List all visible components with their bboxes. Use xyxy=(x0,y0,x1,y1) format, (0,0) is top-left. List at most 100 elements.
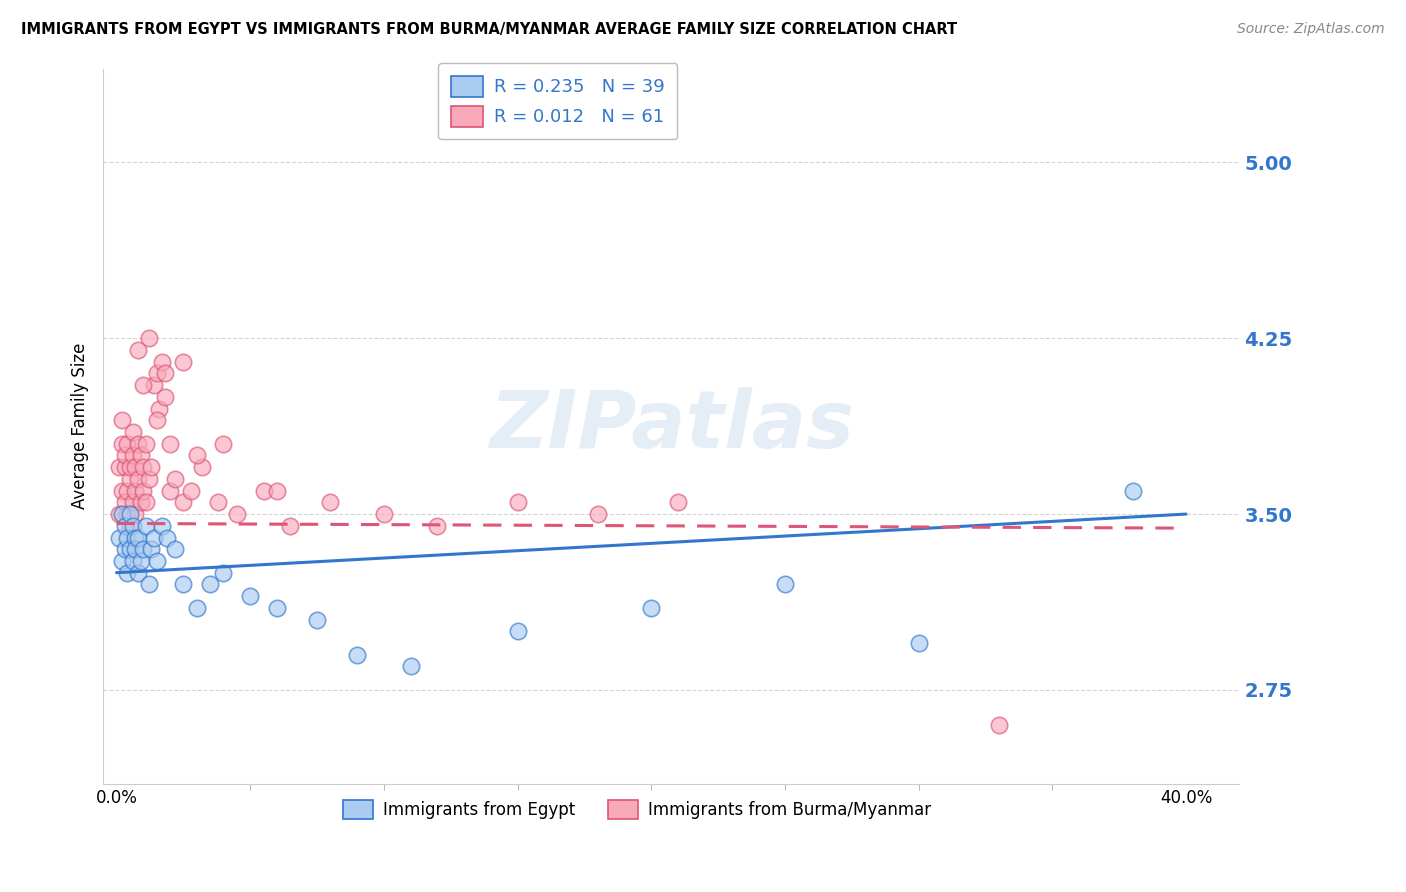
Point xyxy=(159,436,181,450)
Point xyxy=(373,507,395,521)
Point xyxy=(186,600,208,615)
Point xyxy=(108,531,131,545)
Point xyxy=(159,483,181,498)
Text: ZIPatlas: ZIPatlas xyxy=(489,387,853,465)
Point xyxy=(586,507,609,521)
Point xyxy=(114,460,136,475)
Point xyxy=(150,518,173,533)
Point xyxy=(111,507,134,521)
Point xyxy=(135,518,157,533)
Point xyxy=(239,589,262,603)
Point xyxy=(506,624,529,639)
Point xyxy=(121,425,143,439)
Point xyxy=(172,354,194,368)
Point xyxy=(198,577,221,591)
Point xyxy=(907,636,929,650)
Point xyxy=(114,542,136,557)
Point xyxy=(115,566,138,580)
Point xyxy=(114,518,136,533)
Point xyxy=(127,436,149,450)
Point xyxy=(165,542,187,557)
Point xyxy=(124,542,146,557)
Point xyxy=(172,577,194,591)
Point xyxy=(186,449,208,463)
Point xyxy=(191,460,214,475)
Point xyxy=(115,436,138,450)
Point xyxy=(108,507,131,521)
Text: IMMIGRANTS FROM EGYPT VS IMMIGRANTS FROM BURMA/MYANMAR AVERAGE FAMILY SIZE CORRE: IMMIGRANTS FROM EGYPT VS IMMIGRANTS FROM… xyxy=(21,22,957,37)
Point xyxy=(212,436,235,450)
Point xyxy=(121,449,143,463)
Text: Source: ZipAtlas.com: Source: ZipAtlas.com xyxy=(1237,22,1385,37)
Point xyxy=(108,460,131,475)
Point xyxy=(506,495,529,509)
Point xyxy=(111,554,134,568)
Point xyxy=(305,613,328,627)
Point xyxy=(138,577,160,591)
Point xyxy=(135,495,157,509)
Point xyxy=(129,495,152,509)
Point xyxy=(115,531,138,545)
Point xyxy=(346,648,368,662)
Point xyxy=(426,518,449,533)
Point xyxy=(132,542,155,557)
Point xyxy=(225,507,247,521)
Point xyxy=(118,542,141,557)
Point xyxy=(138,472,160,486)
Point xyxy=(148,401,170,416)
Point xyxy=(135,436,157,450)
Point xyxy=(129,449,152,463)
Point xyxy=(266,600,288,615)
Point xyxy=(1121,483,1143,498)
Point xyxy=(212,566,235,580)
Point xyxy=(666,495,689,509)
Point xyxy=(132,460,155,475)
Point xyxy=(142,531,165,545)
Point xyxy=(640,600,662,615)
Point xyxy=(124,507,146,521)
Point xyxy=(145,554,167,568)
Point xyxy=(114,449,136,463)
Point xyxy=(127,566,149,580)
Point xyxy=(165,472,187,486)
Point xyxy=(145,413,167,427)
Point xyxy=(132,483,155,498)
Point xyxy=(127,531,149,545)
Point xyxy=(207,495,229,509)
Point xyxy=(129,554,152,568)
Point xyxy=(115,483,138,498)
Point xyxy=(118,460,141,475)
Point xyxy=(141,542,163,557)
Y-axis label: Average Family Size: Average Family Size xyxy=(72,343,89,509)
Point xyxy=(399,659,422,673)
Point xyxy=(266,483,288,498)
Point xyxy=(141,460,163,475)
Point xyxy=(138,331,160,345)
Point xyxy=(172,495,194,509)
Point xyxy=(118,507,141,521)
Point xyxy=(132,378,155,392)
Point xyxy=(124,483,146,498)
Point xyxy=(278,518,301,533)
Point xyxy=(114,495,136,509)
Point xyxy=(127,472,149,486)
Point xyxy=(153,367,176,381)
Point xyxy=(319,495,342,509)
Point xyxy=(118,518,141,533)
Point xyxy=(145,367,167,381)
Point xyxy=(118,472,141,486)
Point xyxy=(111,413,134,427)
Point xyxy=(252,483,274,498)
Point xyxy=(180,483,202,498)
Point xyxy=(115,507,138,521)
Point xyxy=(124,460,146,475)
Point xyxy=(142,378,165,392)
Point xyxy=(111,436,134,450)
Point xyxy=(111,483,134,498)
Point xyxy=(127,343,149,357)
Point xyxy=(124,531,146,545)
Legend: Immigrants from Egypt, Immigrants from Burma/Myanmar: Immigrants from Egypt, Immigrants from B… xyxy=(336,793,938,825)
Point xyxy=(150,354,173,368)
Point xyxy=(156,531,179,545)
Point xyxy=(987,718,1010,732)
